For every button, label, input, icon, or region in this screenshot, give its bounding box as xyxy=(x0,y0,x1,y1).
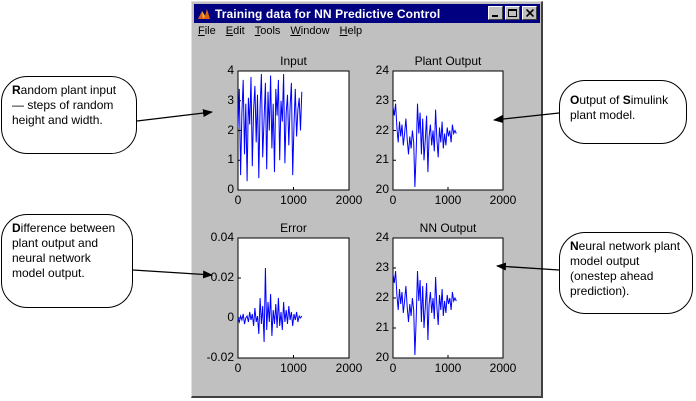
y-tick-label: 22 xyxy=(375,122,389,137)
y-tick-label: 2 xyxy=(227,122,234,137)
axes-input xyxy=(237,70,350,191)
x-tick-label: 2000 xyxy=(335,193,363,207)
y-tick-label: 23 xyxy=(375,92,389,107)
menu-file[interactable]: File xyxy=(198,25,216,37)
y-tick-label: 3 xyxy=(227,92,234,107)
close-icon xyxy=(525,9,534,17)
y-tick-label: 0.04 xyxy=(210,230,234,244)
matlab-app-icon xyxy=(197,6,211,21)
x-tick-label: 0 xyxy=(389,361,397,375)
x-tick-label: 0 xyxy=(389,193,397,207)
subplot-title-plant-output: Plant Output xyxy=(414,54,482,68)
y-tick-label: 0 xyxy=(227,310,234,324)
minimize-button[interactable] xyxy=(488,6,503,20)
subplot-title-error: Error xyxy=(280,221,307,235)
x-tick-label: 1000 xyxy=(434,361,462,375)
y-tick-label: 21 xyxy=(375,320,389,334)
series-line-plant-output xyxy=(392,103,457,188)
x-tick-label: 2000 xyxy=(489,193,517,207)
axes-nn-output xyxy=(392,237,504,359)
callout-error-difference: Difference between plant output and neur… xyxy=(1,214,133,308)
callout-nn-output: Neural network plant model output (onest… xyxy=(559,232,693,314)
axes-plant-output xyxy=(392,70,504,191)
subplot-title-input: Input xyxy=(280,54,307,68)
subplot-title-nn-output: NN Output xyxy=(419,221,477,235)
y-tick-label: 20 xyxy=(375,350,389,364)
series-line-input xyxy=(237,73,303,182)
menu-bar: File Edit Tools Window Help xyxy=(198,25,372,41)
close-button[interactable] xyxy=(522,6,537,20)
y-tick-label: 22 xyxy=(375,290,389,304)
callout-random-plant-input: Random plant input — steps of random hei… xyxy=(1,76,137,154)
maximize-button[interactable] xyxy=(505,6,520,20)
axes-error xyxy=(237,237,350,359)
window-title: Training data for NN Predictive Control xyxy=(215,6,441,21)
y-tick-label: 20 xyxy=(375,182,389,196)
title-bar[interactable]: Training data for NN Predictive Control xyxy=(194,4,540,23)
minimize-icon xyxy=(491,15,498,17)
x-tick-label: 1000 xyxy=(434,193,462,207)
figure-window: Training data for NN Predictive Control … xyxy=(191,1,543,398)
arrow-error xyxy=(132,269,213,279)
arrow-input xyxy=(136,109,213,122)
series-line-nn-output xyxy=(392,270,457,356)
menu-help[interactable]: Help xyxy=(339,25,363,37)
y-tick-label: 24 xyxy=(375,230,389,244)
y-tick-label: 23 xyxy=(375,260,389,274)
x-tick-label: 2000 xyxy=(489,361,517,375)
callout-simulink-plant-output: Output of Simulink plant model. xyxy=(559,80,687,144)
x-tick-label: 0 xyxy=(234,193,242,207)
y-tick-label: -0.02 xyxy=(206,350,234,364)
menu-window[interactable]: Window xyxy=(290,25,330,37)
arrow-plant-output xyxy=(493,112,560,124)
y-tick-label: 24 xyxy=(375,63,389,77)
y-tick-label: 0 xyxy=(227,182,234,196)
arrow-nn-output xyxy=(496,262,560,271)
series-line-error xyxy=(237,267,303,343)
maximize-icon xyxy=(508,9,517,17)
menu-tools[interactable]: Tools xyxy=(254,25,281,37)
y-tick-label: 1 xyxy=(227,152,234,167)
y-tick-label: 0.02 xyxy=(210,270,234,284)
x-tick-label: 1000 xyxy=(280,193,307,207)
y-tick-label: 21 xyxy=(375,152,389,167)
x-tick-label: 2000 xyxy=(335,361,363,375)
plot-area: Input 0 1 2 3 4 0 1000 2000 Plant Output 20 21 22 23 2… xyxy=(192,2,544,399)
menu-edit[interactable]: Edit xyxy=(225,25,245,37)
x-tick-label: 1000 xyxy=(280,361,307,375)
x-tick-label: 0 xyxy=(234,361,242,375)
y-tick-label: 4 xyxy=(227,63,234,77)
